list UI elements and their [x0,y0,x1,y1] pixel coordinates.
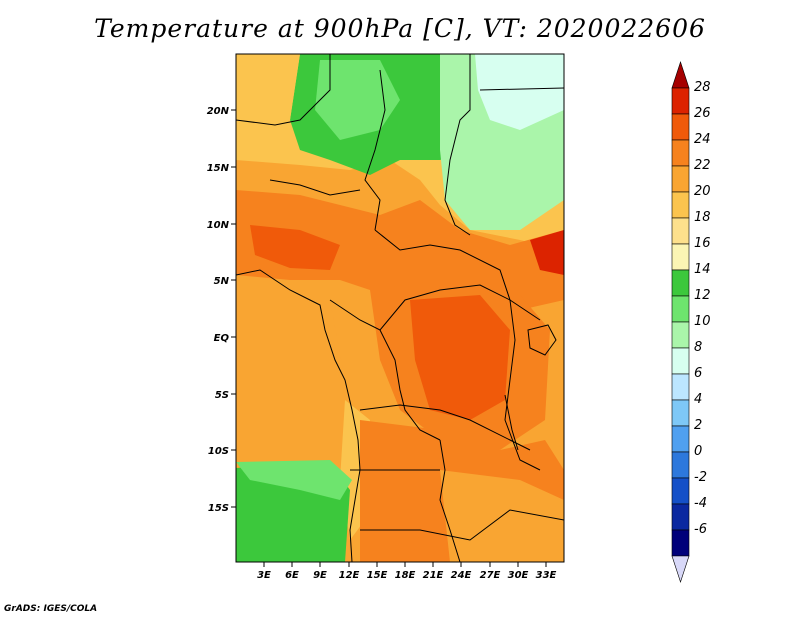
colorbar-label: -4 [694,496,707,511]
lon-axis: 3E 6E 9E 12E 15E 18E 21E 24E 27E 30E 33E [257,562,557,581]
map-frame [235,53,565,563]
colorbar-segment [671,477,690,505]
borders [236,54,564,562]
border-line [504,299,541,471]
border-line [329,284,541,331]
colorbar-label: 8 [694,340,702,355]
colorbar-label: -2 [694,470,707,485]
field-east-hot [530,230,564,275]
lat-label: 10S [208,446,229,457]
colorbar-label: -6 [694,522,707,537]
lon-label: 3E [257,570,271,581]
temperature-field [236,54,564,562]
border-line [439,439,461,562]
field-sahel-hot [250,225,340,270]
colorbar-segment [671,503,690,531]
field-northeast-pale [475,54,564,130]
border-line [269,179,361,196]
border-line [379,329,441,441]
colorbar-labels: 28 26 24 22 20 18 16 14 12 10 8 6 4 2 0 … [694,80,711,537]
colorbar-segment [671,165,690,193]
lon-label: 15E [367,570,388,581]
lon-label: 12E [339,570,360,581]
lake-tanganyika [504,394,519,451]
field-congo-hot [410,295,510,420]
colorbar-label: 16 [694,236,711,251]
colorbar-label: 4 [694,392,702,407]
colorbar-segment [671,217,690,245]
lat-label: 5N [214,276,230,287]
field-sahara-light [315,60,400,140]
colorbar-label: 10 [694,314,711,329]
colorbar-segment [671,399,690,427]
colorbar-segment [671,347,690,375]
coastline [236,269,361,562]
grads-credit: GrADS: IGES/COLA [4,604,98,614]
colorbar [671,61,690,583]
colorbar-segment [671,243,690,271]
colorbar-segment [671,191,690,219]
lon-label: 21E [423,570,444,581]
border-line [360,509,564,541]
field-nw-light [236,54,300,125]
field-sw-ocean-light [236,460,352,500]
lon-label: 6E [285,570,299,581]
colorbar-label: 26 [694,106,711,121]
lon-label: 27E [480,570,501,581]
lat-axis: 20N 15N 10N 5N EQ 5S 10S 15S [207,106,236,514]
colorbar-segment [671,321,690,349]
colorbar-segment [671,269,690,297]
colorbar-top-triangle [671,61,690,89]
colorbar-label: 22 [694,158,711,173]
lat-label: EQ [214,333,230,344]
colorbar-segment [671,87,690,115]
lon-label: 18E [395,570,416,581]
colorbar-label: 24 [694,132,711,147]
colorbar-segment [671,425,690,453]
border-line [236,54,331,126]
lat-label: 10N [207,220,230,231]
colorbar-segment [671,529,690,557]
lon-label: 33E [536,570,557,581]
colorbar-label: 28 [694,80,711,95]
colorbar-label: 6 [694,366,702,381]
colorbar-label: 18 [694,210,711,225]
colorbar-segment [671,295,690,323]
colorbar-label: 12 [694,288,711,303]
lat-label: 5S [215,390,229,401]
border-line [444,54,471,236]
chart-title: Temperature at 900hPa [C], VT: 202002260… [94,14,706,43]
colorbar-label: 20 [694,184,711,199]
border-line [374,229,511,301]
colorbar-segment [671,373,690,401]
lon-label: 9E [313,570,327,581]
colorbar-bottom-triangle [671,555,690,583]
colorbar-segment [671,139,690,167]
colorbar-segment [671,113,690,141]
lat-label: 20N [207,106,230,117]
colorbar-label: 14 [694,262,711,277]
colorbar-label: 0 [694,444,702,459]
lon-label: 30E [508,570,529,581]
border-line [479,87,564,91]
lat-label: 15S [208,503,229,514]
border-line [364,69,386,231]
colorbar-segment [671,451,690,479]
lon-label: 24E [451,570,472,581]
lat-label: 15N [207,163,230,174]
lake-victoria [527,324,557,356]
colorbar-label: 2 [694,418,702,433]
